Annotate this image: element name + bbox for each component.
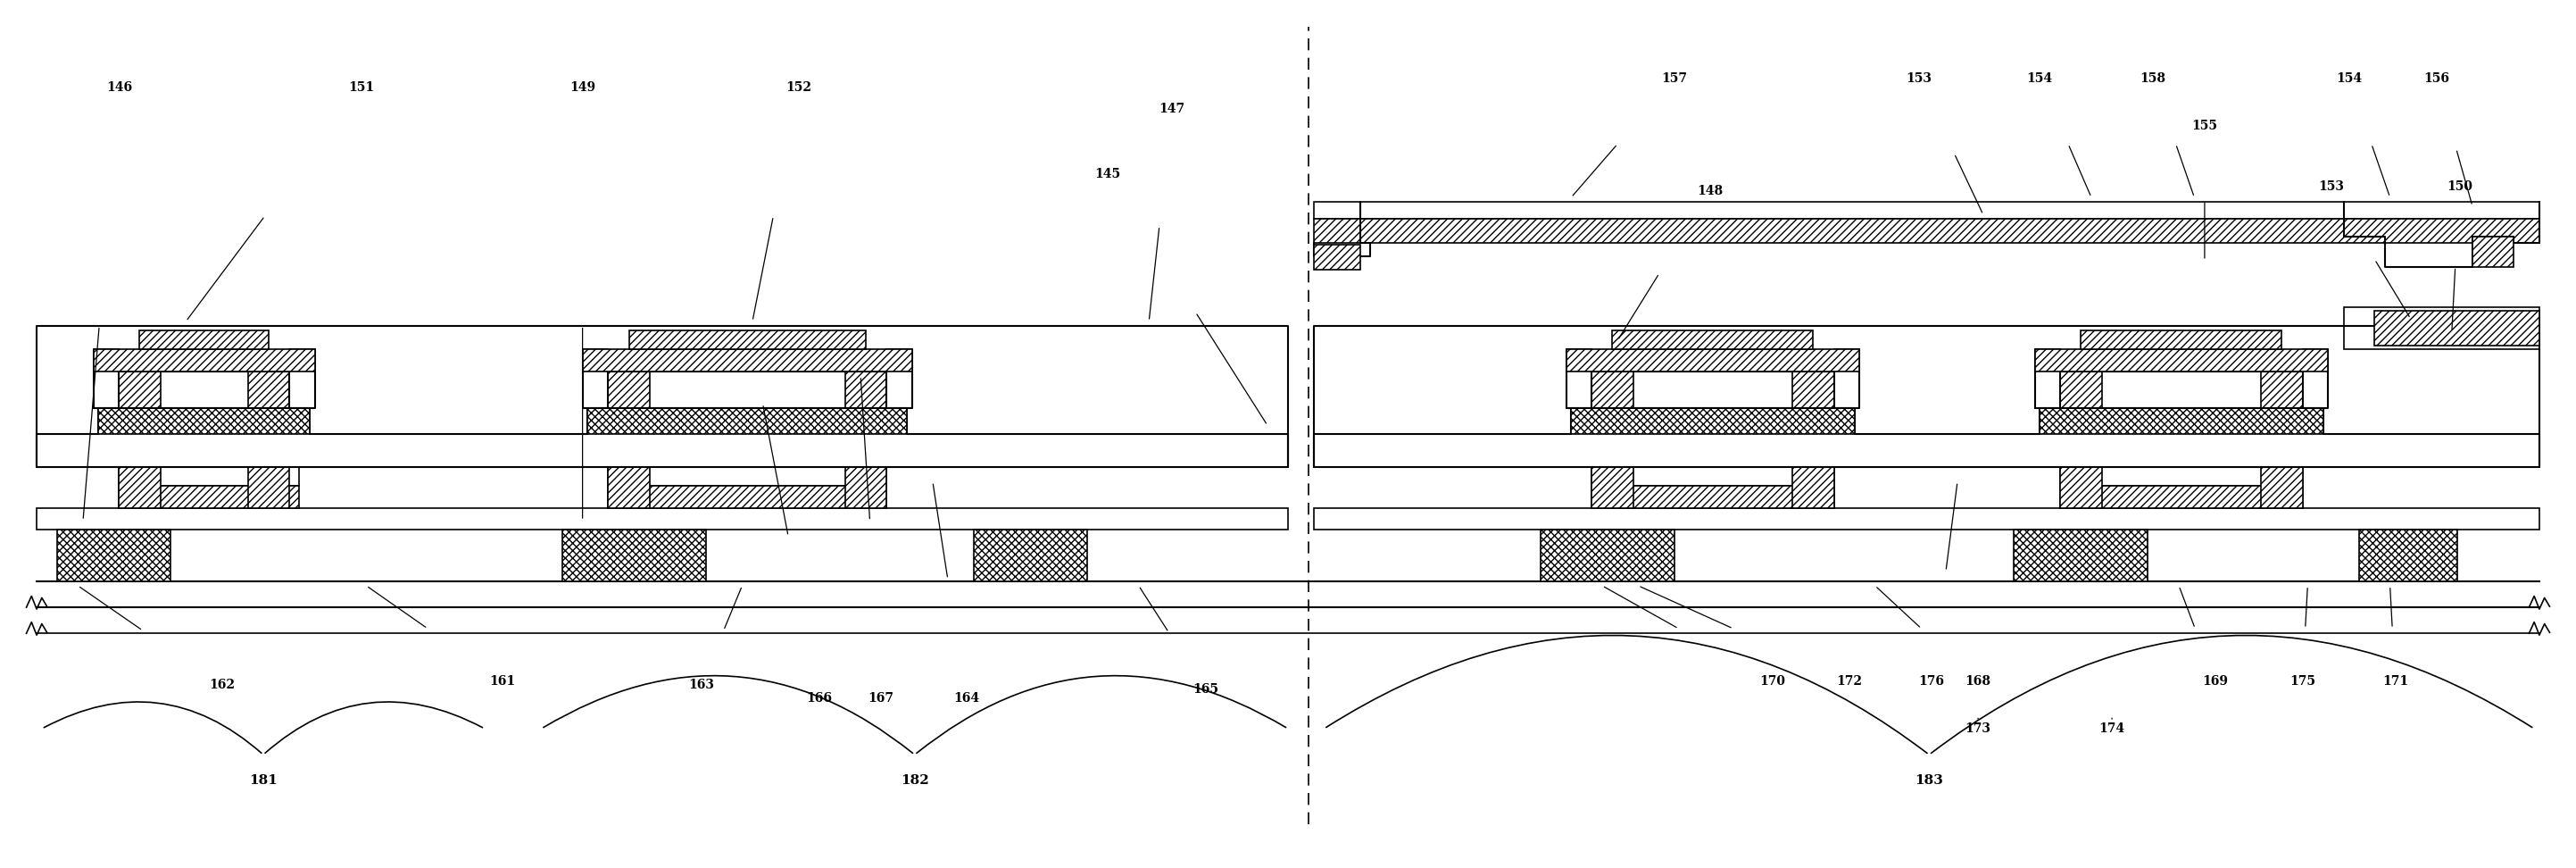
Bar — [98, 408, 309, 434]
Bar — [2262, 467, 2303, 508]
Bar — [1613, 330, 1814, 349]
Text: 166: 166 — [806, 692, 832, 705]
Text: 162: 162 — [209, 679, 234, 692]
Bar — [2473, 236, 2514, 266]
Bar — [118, 467, 299, 486]
Bar — [1314, 219, 2540, 243]
Bar — [118, 372, 160, 408]
Text: 169: 169 — [2202, 674, 2228, 687]
Text: 147: 147 — [1159, 102, 1185, 115]
Bar — [2061, 467, 2303, 486]
Text: 175: 175 — [2290, 674, 2316, 687]
Bar — [2014, 529, 2148, 582]
Bar — [1314, 245, 1360, 269]
Bar — [608, 467, 649, 508]
Text: 181: 181 — [250, 774, 278, 787]
Bar — [2360, 529, 2458, 582]
Text: 182: 182 — [902, 774, 930, 787]
Bar — [1571, 408, 1855, 434]
Bar — [247, 467, 289, 508]
Text: 154: 154 — [2336, 72, 2362, 85]
Bar — [974, 529, 1087, 582]
Bar — [582, 349, 912, 372]
Text: 174: 174 — [2099, 722, 2125, 735]
Bar — [845, 372, 886, 408]
Bar — [1314, 201, 2540, 219]
Text: 155: 155 — [2192, 120, 2218, 133]
Text: 150: 150 — [2447, 181, 2473, 194]
Bar — [2262, 372, 2303, 408]
Bar — [2035, 349, 2329, 372]
Text: 158: 158 — [2141, 72, 2166, 85]
Text: 146: 146 — [106, 81, 131, 94]
Bar — [608, 486, 886, 508]
Text: 161: 161 — [489, 674, 515, 687]
Bar — [2081, 330, 2282, 349]
Bar — [1592, 467, 1633, 508]
Bar — [845, 467, 886, 508]
Bar — [1592, 372, 1633, 408]
Bar — [1592, 467, 1834, 486]
Bar — [247, 372, 289, 408]
Text: 163: 163 — [688, 679, 714, 692]
Text: 172: 172 — [1837, 674, 1862, 687]
Bar — [1793, 372, 1834, 408]
Text: 170: 170 — [1759, 674, 1785, 687]
Bar — [118, 486, 299, 508]
Text: 151: 151 — [348, 81, 374, 94]
Bar — [2375, 311, 2540, 345]
Bar — [608, 372, 649, 408]
Text: 149: 149 — [569, 81, 595, 94]
Bar — [608, 467, 886, 486]
Text: 157: 157 — [1662, 72, 1687, 85]
Bar — [1793, 467, 1834, 508]
Text: 168: 168 — [1965, 674, 1991, 687]
Text: 167: 167 — [868, 692, 894, 705]
Bar — [587, 408, 907, 434]
Text: 145: 145 — [1095, 168, 1121, 181]
Text: 148: 148 — [1698, 185, 1723, 198]
Text: 156: 156 — [2424, 72, 2450, 85]
Text: 171: 171 — [2383, 674, 2409, 687]
Bar — [57, 529, 170, 582]
Bar — [1592, 486, 1834, 508]
Bar — [2061, 486, 2303, 508]
Bar — [2061, 467, 2102, 508]
Bar — [93, 349, 314, 372]
Text: 153: 153 — [1906, 72, 1932, 85]
Text: 152: 152 — [786, 81, 811, 94]
Bar — [1540, 529, 1674, 582]
Bar — [118, 467, 160, 508]
Bar — [2061, 372, 2102, 408]
Text: 164: 164 — [953, 692, 979, 705]
Text: 154: 154 — [2027, 72, 2053, 85]
Text: 153: 153 — [2318, 181, 2344, 194]
Text: 165: 165 — [1193, 683, 1218, 696]
Text: 183: 183 — [1914, 774, 1942, 787]
Bar — [1314, 508, 2540, 529]
Text: 176: 176 — [1919, 674, 1945, 687]
Bar — [139, 330, 268, 349]
Bar — [629, 330, 866, 349]
Bar — [1566, 349, 1860, 372]
Bar — [562, 529, 706, 582]
Bar — [2040, 408, 2324, 434]
Bar — [36, 508, 1288, 529]
Text: 173: 173 — [1965, 722, 1991, 735]
Bar — [2344, 307, 2540, 349]
